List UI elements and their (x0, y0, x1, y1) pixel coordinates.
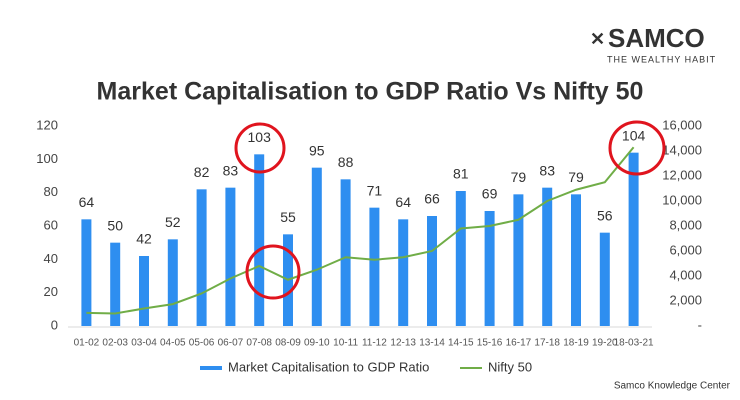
x-tick-label: 06-07 (218, 338, 244, 349)
y2-tick-label: 2,000 (669, 292, 702, 307)
data-label: 50 (107, 217, 123, 233)
x-tick-label: 18-03-21 (614, 338, 654, 349)
x-tick-label: 17-18 (534, 338, 560, 349)
highlight-circle (608, 120, 666, 176)
line (86, 146, 635, 315)
y-tick-label: 20 (44, 284, 58, 299)
y2-tick-label: 6,000 (669, 242, 702, 257)
data-label: 81 (453, 166, 469, 182)
bar (599, 232, 610, 326)
legend-label: Nifty 50 (488, 359, 532, 374)
y-tick-label: 60 (44, 217, 58, 232)
brand: SAMCO (608, 23, 705, 53)
bar (484, 211, 495, 326)
y2-tick-label: 10,000 (662, 192, 702, 207)
bar (254, 154, 265, 326)
y2-tick-label: - (698, 317, 702, 332)
data-label: 64 (395, 194, 411, 210)
y-tick-label: 80 (44, 184, 58, 199)
bar (110, 242, 121, 326)
x-tick-label: 07-08 (246, 338, 272, 349)
data-label: 82 (194, 164, 210, 180)
y2-tick-label: 12,000 (662, 167, 702, 182)
bar (542, 187, 553, 326)
data-label: 52 (165, 214, 181, 230)
data-label: 55 (280, 209, 296, 225)
y-tick-label: 0 (51, 317, 58, 332)
bar (340, 179, 351, 326)
data-label: 56 (597, 207, 613, 223)
y2-tick-label: 16,000 (662, 117, 702, 132)
x-tick-label: 18-19 (563, 338, 589, 349)
highlight-circle (234, 122, 286, 174)
data-label: 83 (539, 162, 555, 178)
data-label: 79 (511, 169, 527, 185)
x-tick-label: 19-20 (592, 338, 618, 349)
x-tick-label: 13-14 (419, 338, 445, 349)
y2-tick-label: 8,000 (669, 217, 702, 232)
bar (628, 152, 639, 326)
x-tick-label: 04-05 (160, 338, 186, 349)
data-label: 83 (223, 162, 239, 178)
bar (455, 191, 466, 326)
bar (513, 194, 524, 326)
x-tick-label: 14-15 (448, 338, 474, 349)
source: Samco Knowledge Center (614, 381, 731, 392)
bar (81, 219, 92, 326)
logo: ✕ SAMCO THE WEALTHY HABIT (590, 23, 716, 65)
tagline: THE WEALTHY HABIT (607, 54, 716, 64)
plot: 0 20 40 60 80 100 120 - 2,000 4,000 6,000 8,000 10,0… (36, 117, 702, 374)
x-tick-label: 12-13 (390, 338, 416, 349)
data-label: 88 (338, 154, 354, 170)
data-label: 69 (482, 186, 498, 202)
data-label: 42 (136, 231, 152, 247)
legend-label: Market Capitalisation to GDP Ratio (228, 359, 429, 374)
bar (427, 216, 437, 326)
bar (167, 239, 178, 326)
bar (139, 256, 149, 326)
highlight-circle (245, 244, 301, 300)
logo-mark: ✕ (590, 29, 605, 49)
x-tick-label: 08-09 (275, 338, 301, 349)
x-tick-label: 03-04 (131, 338, 157, 349)
x-tick-label: 01-02 (74, 338, 100, 349)
x-tick-label: 10-11 (333, 338, 358, 349)
bar (311, 167, 322, 326)
y2-tick-label: 4,000 (669, 267, 702, 282)
bar (196, 189, 207, 326)
chart-title: Market Capitalisation to GDP Ratio Vs Ni… (97, 78, 644, 106)
bar (225, 187, 236, 326)
data-label: 104 (622, 127, 646, 143)
y2-tick-label: 14,000 (662, 142, 702, 157)
bar (369, 207, 380, 326)
x-tick-label: 05-06 (189, 338, 215, 349)
data-label: 64 (79, 194, 95, 210)
y-tick-label: 120 (36, 117, 58, 132)
data-label: 71 (367, 182, 383, 198)
bar (571, 194, 581, 326)
x-tick-label: 16-17 (506, 338, 532, 349)
bar (398, 219, 409, 326)
x-tick-label: 02-03 (102, 338, 128, 349)
x-tick-label: 11-12 (362, 338, 387, 349)
data-label: 66 (424, 191, 440, 207)
y-tick-label: 40 (44, 251, 58, 266)
y-tick-label: 100 (36, 151, 58, 166)
x-tick-label: 09-10 (304, 338, 330, 349)
data-label: 95 (309, 142, 325, 158)
data-label: 79 (568, 169, 584, 185)
data-label: 103 (248, 129, 272, 145)
x-tick-label: 15-16 (477, 338, 503, 349)
